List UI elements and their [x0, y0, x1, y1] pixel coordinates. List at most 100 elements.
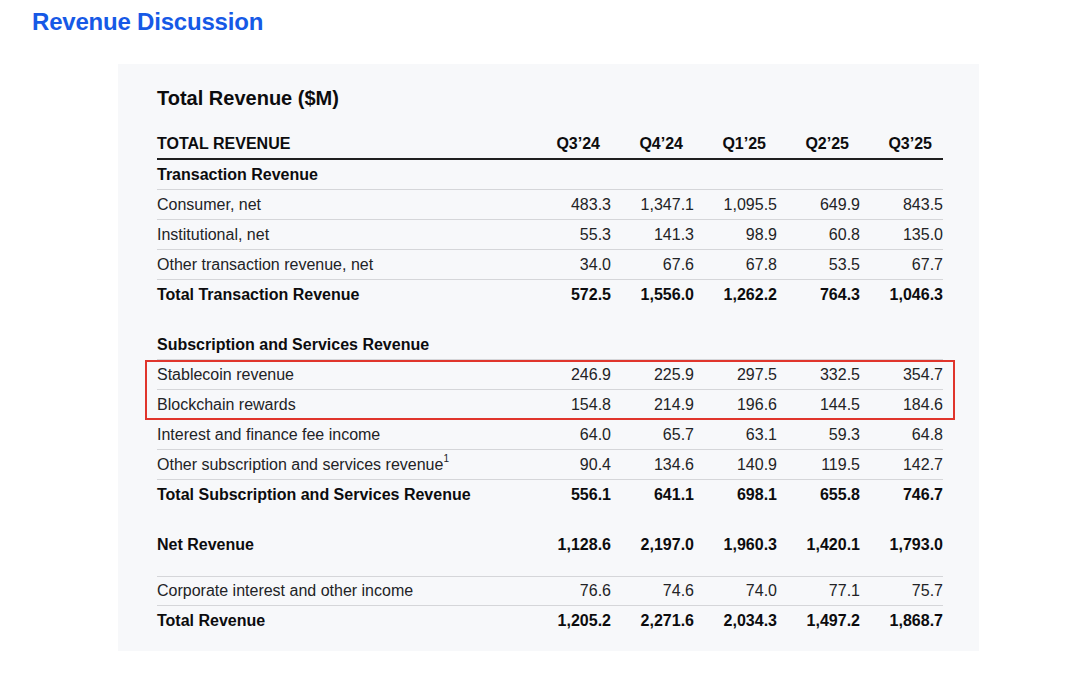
table-title: Total Revenue ($M) [157, 86, 943, 110]
cell-value: 90.4 [528, 456, 611, 474]
cell-value: 1,793.0 [860, 536, 943, 554]
table-row-net-revenue: Net Revenue1,128.62,197.01,960.31,420.11… [157, 530, 943, 560]
cell-value: 141.3 [611, 226, 694, 244]
row-spacer [157, 510, 943, 530]
table-row-blockchain-rewards: Blockchain rewards154.8214.9196.6144.518… [157, 390, 943, 420]
row-label: Total Transaction Revenue [157, 286, 528, 304]
column-header-q3-24: Q3’24 [528, 135, 611, 153]
cell-value: 214.9 [611, 396, 694, 414]
cell-value: 142.7 [860, 456, 943, 474]
table-row-corporate-interest-and-other-income: Corporate interest and other income76.67… [157, 576, 943, 606]
cell-value: 134.6 [611, 456, 694, 474]
cell-value: 1,868.7 [860, 612, 943, 630]
cell-value: 59.3 [777, 426, 860, 444]
row-label: Stablecoin revenue [157, 366, 528, 384]
cell-value: 67.7 [860, 256, 943, 274]
table-row-total-transaction-revenue: Total Transaction Revenue572.51,556.01,2… [157, 280, 943, 310]
cell-value: 1,262.2 [694, 286, 777, 304]
cell-value: 64.0 [528, 426, 611, 444]
table-row-transaction-revenue: Transaction Revenue [157, 160, 943, 190]
footnote-marker: 1 [443, 453, 449, 464]
column-header-q4-24: Q4’24 [611, 135, 694, 153]
cell-value: 98.9 [694, 226, 777, 244]
table-row-other-transaction-revenue-net: Other transaction revenue, net34.067.667… [157, 250, 943, 280]
cell-value: 60.8 [777, 226, 860, 244]
cell-value: 764.3 [777, 286, 860, 304]
cell-value: 184.6 [860, 396, 943, 414]
cell-value: 843.5 [860, 196, 943, 214]
row-label: Institutional, net [157, 226, 528, 244]
cell-value: 74.0 [694, 582, 777, 600]
table-row-interest-and-finance-fee-income: Interest and finance fee income64.065.76… [157, 420, 943, 450]
cell-value: 135.0 [860, 226, 943, 244]
cell-value: 67.6 [611, 256, 694, 274]
cell-value: 67.8 [694, 256, 777, 274]
column-header-q2-25: Q2’25 [777, 135, 860, 153]
cell-value: 154.8 [528, 396, 611, 414]
cell-value: 246.9 [528, 366, 611, 384]
row-label: Consumer, net [157, 196, 528, 214]
table-header-row: TOTAL REVENUE Q3’24Q4’24Q1’25Q2’25Q3’25 [157, 130, 943, 160]
table-row-total-subscription-and-services-revenue: Total Subscription and Services Revenue5… [157, 480, 943, 510]
table-row-consumer-net: Consumer, net483.31,347.11,095.5649.9843… [157, 190, 943, 220]
revenue-table-rows: Transaction Revenue Consumer, net483.31,3… [157, 160, 943, 636]
cell-value: 76.6 [528, 582, 611, 600]
cell-value: 483.3 [528, 196, 611, 214]
cell-value: 34.0 [528, 256, 611, 274]
cell-value: 140.9 [694, 456, 777, 474]
cell-value: 63.1 [694, 426, 777, 444]
cell-value: 641.1 [611, 486, 694, 504]
cell-value: 556.1 [528, 486, 611, 504]
page-title: Revenue Discussion [32, 8, 263, 36]
cell-value: 1,420.1 [777, 536, 860, 554]
cell-value: 53.5 [777, 256, 860, 274]
row-label: Blockchain rewards [157, 396, 528, 414]
column-header-q3-25: Q3’25 [860, 135, 943, 153]
cell-value: 297.5 [694, 366, 777, 384]
row-spacer [157, 310, 943, 330]
cell-value: 332.5 [777, 366, 860, 384]
cell-value: 75.7 [860, 582, 943, 600]
cell-value: 1,497.2 [777, 612, 860, 630]
row-label: Subscription and Services Revenue [157, 336, 943, 354]
cell-value: 1,556.0 [611, 286, 694, 304]
table-row-other-subscription-and-services-revenue: Other subscription and services revenue1… [157, 450, 943, 480]
cell-value: 77.1 [777, 582, 860, 600]
row-label: Corporate interest and other income [157, 582, 528, 600]
row-label: Interest and finance fee income [157, 426, 528, 444]
cell-value: 1,046.3 [860, 286, 943, 304]
cell-value: 55.3 [528, 226, 611, 244]
column-header-q1-25: Q1’25 [694, 135, 777, 153]
cell-value: 649.9 [777, 196, 860, 214]
cell-value: 144.5 [777, 396, 860, 414]
cell-value: 354.7 [860, 366, 943, 384]
row-label: Total Subscription and Services Revenue [157, 486, 528, 504]
cell-value: 196.6 [694, 396, 777, 414]
revenue-table-panel: Total Revenue ($M) TOTAL REVENUE Q3’24Q4… [118, 64, 979, 651]
cell-value: 698.1 [694, 486, 777, 504]
cell-value: 746.7 [860, 486, 943, 504]
row-label: Other transaction revenue, net [157, 256, 528, 274]
cell-value: 65.7 [611, 426, 694, 444]
highlight-box: Stablecoin revenue246.9225.9297.5332.535… [157, 360, 943, 420]
revenue-table: TOTAL REVENUE Q3’24Q4’24Q1’25Q2’25Q3’25 … [157, 130, 943, 636]
cell-value: 655.8 [777, 486, 860, 504]
cell-value: 2,197.0 [611, 536, 694, 554]
cell-value: 1,960.3 [694, 536, 777, 554]
cell-value: 1,205.2 [528, 612, 611, 630]
row-label: Total Revenue [157, 612, 528, 630]
table-row-total-revenue: Total Revenue1,205.22,271.62,034.31,497.… [157, 606, 943, 636]
cell-value: 225.9 [611, 366, 694, 384]
table-row-institutional-net: Institutional, net55.3141.398.960.8135.0 [157, 220, 943, 250]
cell-value: 2,034.3 [694, 612, 777, 630]
table-row-stablecoin-revenue: Stablecoin revenue246.9225.9297.5332.535… [157, 360, 943, 390]
table-row-subscription-and-services-revenue: Subscription and Services Revenue [157, 330, 943, 360]
row-label: Transaction Revenue [157, 166, 943, 184]
cell-value: 74.6 [611, 582, 694, 600]
cell-value: 119.5 [777, 456, 860, 474]
cell-value: 1,347.1 [611, 196, 694, 214]
row-label: Other subscription and services revenue1 [157, 456, 528, 474]
row-spacer [157, 560, 943, 576]
cell-value: 2,271.6 [611, 612, 694, 630]
cell-value: 572.5 [528, 286, 611, 304]
